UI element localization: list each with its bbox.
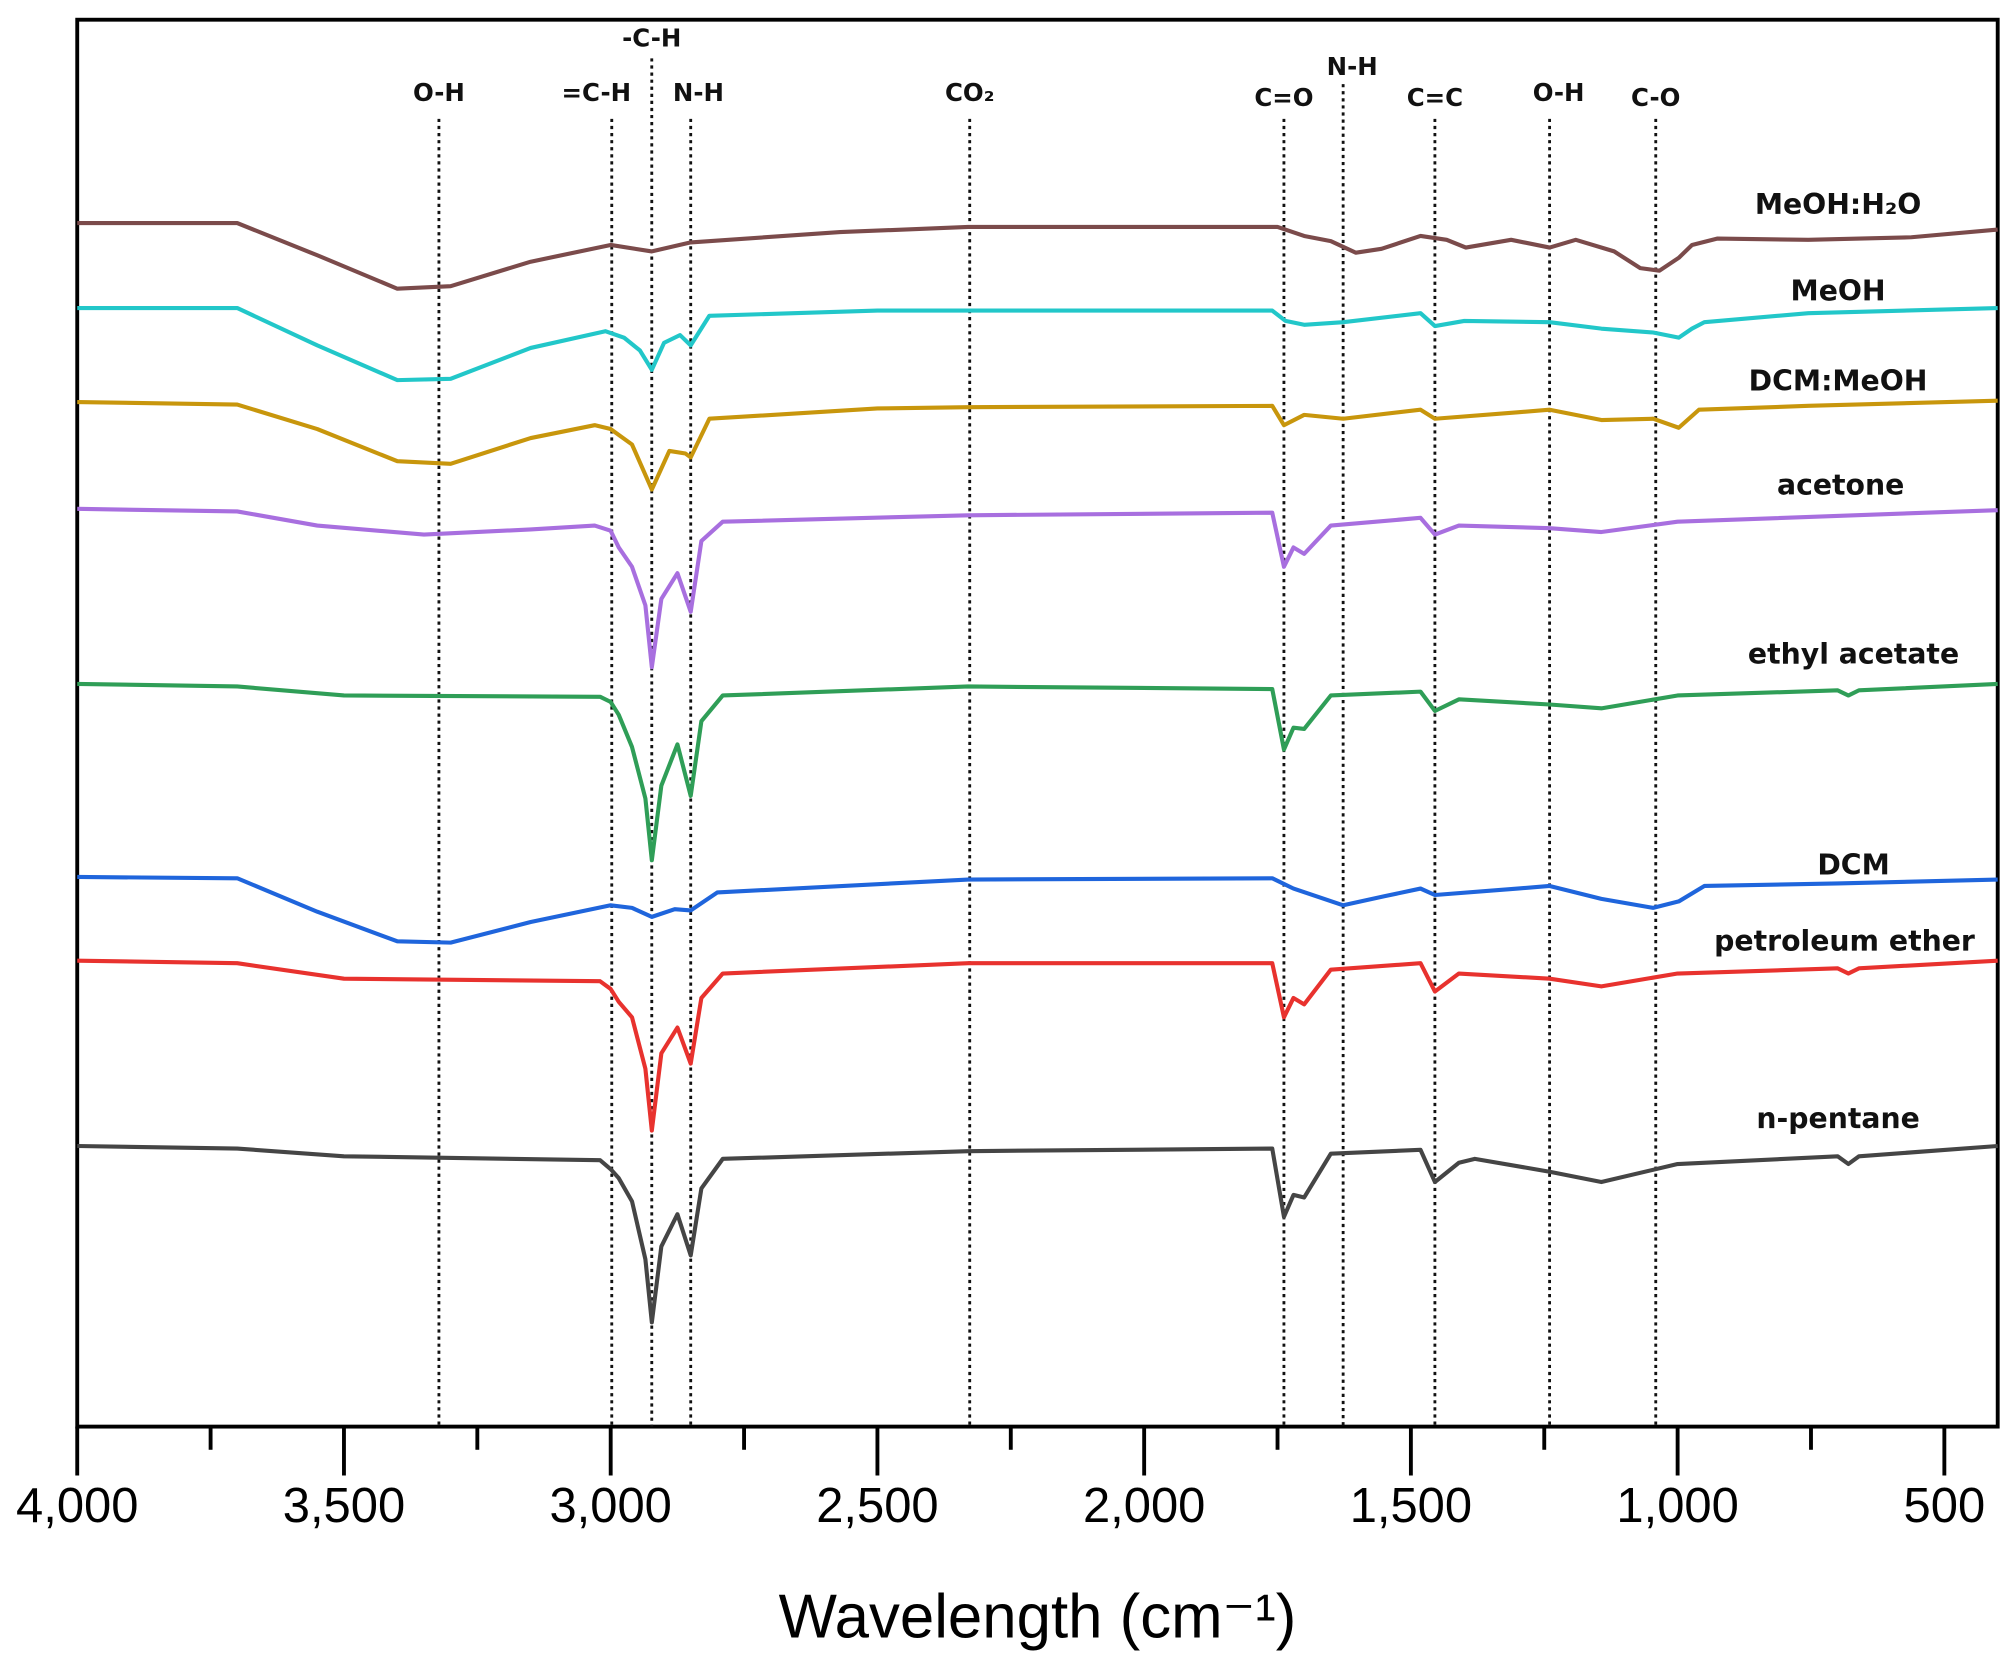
series-label: MeOH [1791,274,1886,307]
x-tick-label: 3,500 [283,1479,405,1533]
x-tick-label: 2,500 [816,1479,938,1533]
x-tick-label: 1,000 [1616,1479,1738,1533]
x-axis-title: Wavelength (cm⁻¹) [779,1583,1297,1652]
x-axis: 4,000 3,500 3,000 2,500 2,000 1,500 1,000 500 [16,1426,1986,1533]
series-label: ethyl acetate [1748,637,1959,670]
series-label: acetone [1777,469,1904,502]
series-line-6 [77,958,1998,1133]
series-line-5 [77,874,1998,945]
x-tick-label: 2,000 [1083,1479,1205,1533]
series-group: MeOH:H₂O MeOH DCM:MeOH acetone ethyl acetate… [77,188,1998,1325]
plot-frame [75,17,2000,1429]
series-line-0 [77,221,1998,291]
x-tick-label: 500 [1904,1479,1986,1533]
band-marker-label: =C-H [562,78,632,107]
band-marker-label: N-H [673,78,724,107]
x-tick-label: 4,000 [16,1479,138,1533]
series-label: DCM [1817,848,1889,881]
band-marker-label: C=O [1254,83,1313,112]
band-marker-label: C-O [1631,83,1680,112]
series-line-1 [77,305,1998,383]
series-line-7 [77,1143,1998,1325]
band-marker-label: -C-H [622,24,681,53]
series-line-2 [77,398,1998,492]
x-tick-label: 3,000 [549,1479,671,1533]
series-label: n-pentane [1756,1102,1919,1135]
series-label: petroleum ether [1714,924,1975,957]
band-marker-label: N-H [1327,52,1378,81]
band-marker-label: O-H [413,78,465,107]
band-marker-label: CO₂ [945,78,994,107]
series-label: MeOH:H₂O [1755,188,1922,221]
x-tick-label: 1,500 [1350,1479,1472,1533]
band-marker-label: C=C [1407,83,1463,112]
band-markers: O-H =C-H -C-H N-H CO₂ C=O N-H C=C O-H C-O [413,24,1680,1427]
series-line-3 [77,506,1998,670]
series-label: DCM:MeOH [1749,364,1928,397]
series-line-4 [77,681,1998,863]
band-marker-label: O-H [1533,78,1585,107]
